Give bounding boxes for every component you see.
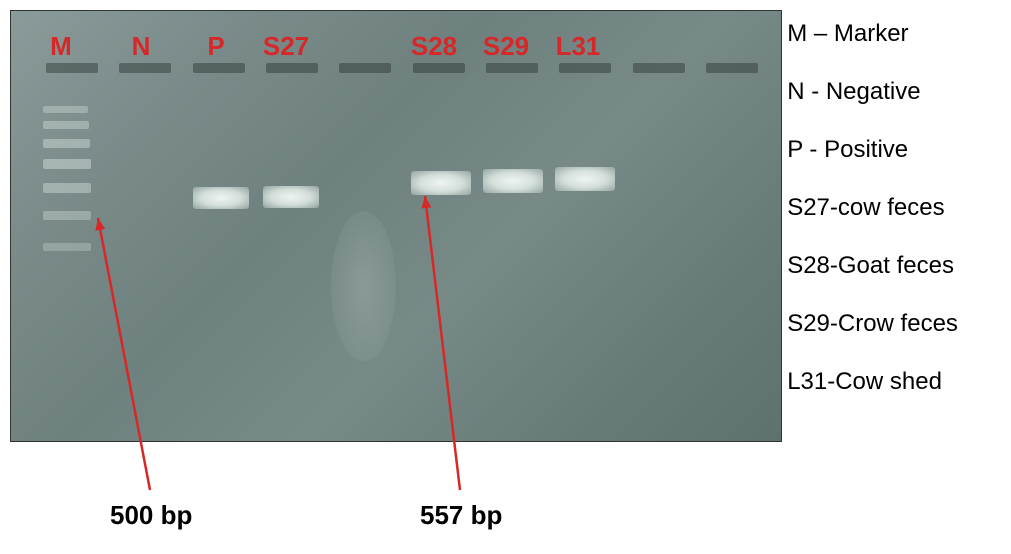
well-2 [193, 63, 245, 73]
leg-s29: S29-Crow feces [787, 310, 1006, 338]
marker-band-3 [43, 159, 91, 169]
leg-s28: S28-Goat feces [787, 252, 1006, 280]
leg-l31: L31-Cow shed [787, 368, 1006, 396]
well-9 [706, 63, 758, 73]
well-5 [413, 63, 465, 73]
band-L31 [555, 167, 615, 191]
lane-label-N: N [116, 31, 166, 62]
marker-band-0 [43, 106, 88, 113]
lane-label-L31: L31 [553, 31, 603, 62]
marker-band-6 [43, 243, 91, 251]
label-500bp: 500 bp [110, 500, 192, 531]
marker-band-1 [43, 121, 89, 129]
lane-label-S28: S28 [409, 31, 459, 62]
leg-n: N - Negative [787, 78, 1006, 106]
well-7 [559, 63, 611, 73]
well-3 [266, 63, 318, 73]
well-1 [119, 63, 171, 73]
leg-p: P - Positive [787, 136, 1006, 164]
band-P [193, 187, 249, 209]
band-S27 [263, 186, 319, 208]
band-S28 [411, 171, 471, 195]
well-4 [339, 63, 391, 73]
label-557bp: 557 bp [420, 500, 502, 531]
legend-panel: M – Marker N - Negative P - Positive S27-co… [782, 0, 1011, 554]
leg-s27: S27-cow feces [787, 194, 1006, 222]
gel-image: MNP S27 S28 S29 L31 [10, 10, 782, 442]
lane-label-S29: S29 [481, 31, 531, 62]
smear [331, 211, 396, 361]
marker-band-5 [43, 211, 91, 220]
well-0 [46, 63, 98, 73]
well-8 [633, 63, 685, 73]
lane-label-M: M [36, 31, 86, 62]
lane-label-P: P [191, 31, 241, 62]
well-6 [486, 63, 538, 73]
band-S29 [483, 169, 543, 193]
leg-m: M – Marker [787, 20, 1006, 48]
marker-band-4 [43, 183, 91, 193]
marker-band-2 [43, 139, 90, 148]
gel-area: MNP S27 S28 S29 L31 500 bp 557 bp [0, 0, 782, 554]
lane-label-S27: S27 [261, 31, 311, 62]
figure-container: MNP S27 S28 S29 L31 500 bp 557 bp M – Marker N… [0, 0, 1011, 554]
